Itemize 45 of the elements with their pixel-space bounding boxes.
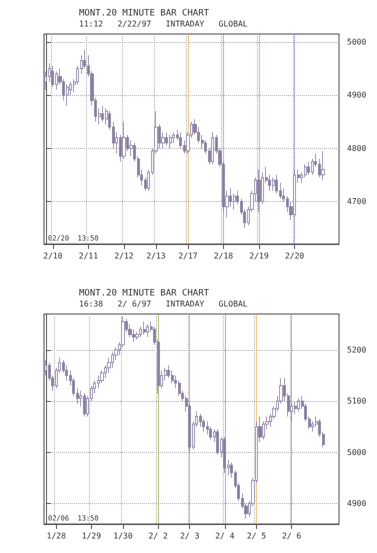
candlestick bbox=[223, 436, 226, 474]
x-tick-label: 2/ 2 bbox=[148, 532, 168, 540]
x-tick-label: 2/20 bbox=[284, 252, 304, 260]
candlestick bbox=[307, 161, 310, 176]
candlestick bbox=[122, 121, 126, 160]
candlestick bbox=[143, 321, 146, 335]
candlestick bbox=[83, 392, 86, 417]
x-tick-label: 2/17 bbox=[178, 252, 198, 260]
x-tick-label: 2/10 bbox=[43, 252, 63, 260]
y-tick-label: 5200 bbox=[347, 345, 366, 354]
candlestick bbox=[51, 66, 54, 88]
y-tick-label: 4900 bbox=[347, 499, 366, 508]
candlestick bbox=[257, 169, 261, 212]
candlestick bbox=[101, 105, 104, 122]
candlestick bbox=[297, 398, 300, 412]
y-tick-label: 4900 bbox=[347, 90, 366, 100]
x-tick-label: 2/ 4 bbox=[215, 532, 235, 540]
x-tick-label: 2/ 3 bbox=[180, 532, 200, 540]
x-tick-label: 2/11 bbox=[78, 252, 98, 260]
y-tick-label: 4800 bbox=[347, 144, 366, 153]
x-tick-label: 2/18 bbox=[214, 252, 234, 260]
y-tick-label: 4700 bbox=[347, 196, 366, 206]
x-tick-label: 1/30 bbox=[113, 532, 133, 540]
candlestick bbox=[146, 324, 149, 338]
y-tick-label: 5000 bbox=[347, 448, 366, 457]
candlestick bbox=[165, 132, 168, 146]
x-tick-label: 2/19 bbox=[249, 252, 269, 260]
x-tick-label: 2/12 bbox=[114, 252, 134, 260]
candlestick bbox=[169, 134, 172, 149]
chart-title: MONT.20 MINUTE BAR CHART bbox=[79, 288, 210, 298]
x-tick-label: 1/28 bbox=[46, 532, 66, 540]
candlestick bbox=[211, 132, 214, 165]
candlestick bbox=[293, 169, 296, 218]
y-tick-label: 5000 bbox=[347, 37, 366, 46]
x-tick-label: 2/ 5 bbox=[246, 532, 266, 540]
candlestick bbox=[216, 428, 219, 456]
chart-title: MONT.20 MINUTE BAR CHART bbox=[79, 8, 210, 18]
x-tick-label: 1/29 bbox=[82, 532, 102, 540]
candlestick bbox=[321, 150, 325, 181]
y-tick-label: 5100 bbox=[347, 396, 366, 406]
x-tick-label: 2/13 bbox=[146, 252, 166, 260]
chart-subtitle: 16:38 2/ 6/97 INTRADAY GLOBAL bbox=[79, 300, 248, 308]
x-tick-label: 2/ 6 bbox=[282, 532, 302, 540]
candlestick bbox=[272, 177, 275, 192]
chart-subtitle: 11:12 2/22/97 INTRADAY GLOBAL bbox=[79, 20, 248, 28]
